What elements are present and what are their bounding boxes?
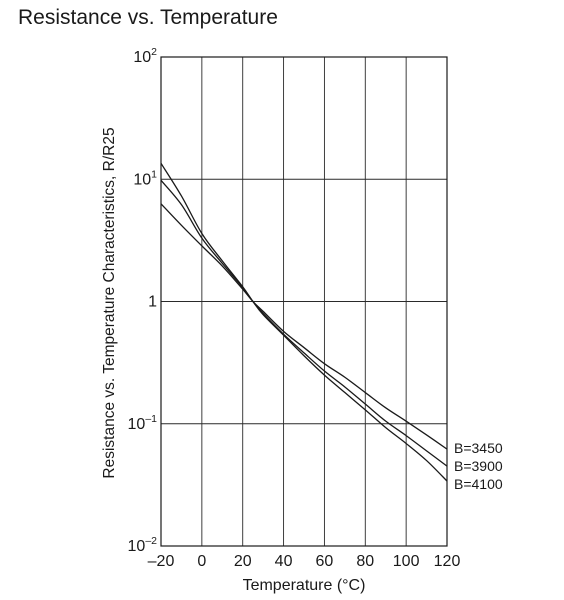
x-axis-label: Temperature (°C) [243,577,366,594]
series-layer [160,162,448,482]
y-tick-label: 1 [148,294,157,311]
x-tick-label: 80 [356,553,374,570]
y-tick-label: 101 [133,168,157,188]
x-tick-label: –20 [148,553,175,570]
x-tick-label: 60 [316,553,334,570]
x-tick-label: 120 [434,553,461,570]
series-line [160,203,448,450]
y-axis-label: Resistance vs. Temperature Characteristi… [101,127,118,478]
x-tick-labels: –20 0 20 40 60 80 100 120 [148,553,461,570]
x-tick-label: 0 [197,553,206,570]
y-tick-label: 10–1 [128,413,158,433]
y-tick-label: 10–2 [128,535,158,555]
series-line [160,179,448,467]
series-label: B=3450 [454,440,503,456]
x-tick-label: 100 [393,553,420,570]
series-label: B=4100 [454,476,503,492]
plot-frame [160,56,448,547]
x-tick-label: 20 [234,553,252,570]
series-labels: B=3450 B=3900 B=4100 [454,440,503,492]
x-tick-label: 40 [275,553,293,570]
y-tick-label: 102 [133,46,157,66]
chart-title: Resistance vs. Temperature [18,6,278,29]
series-label: B=3900 [454,458,503,474]
series-line [160,162,448,482]
y-tick-labels: 10–2 10–1 1 101 102 [128,46,158,555]
